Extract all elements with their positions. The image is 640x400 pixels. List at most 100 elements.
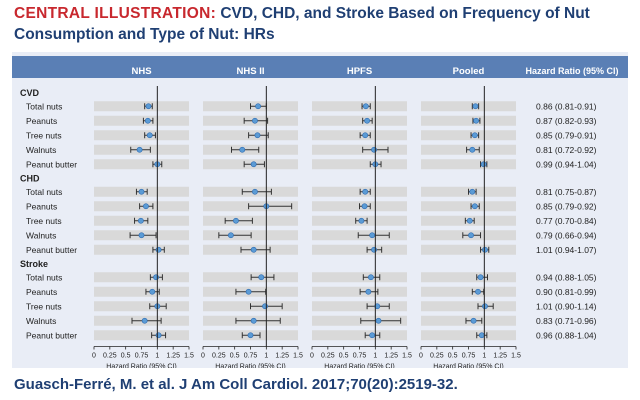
- row-band: [421, 272, 516, 283]
- hr-point: [149, 288, 156, 295]
- hr-value-text: 1.01 (0.90-1.14): [536, 301, 597, 311]
- page-title: CENTRAL ILLUSTRATION: CVD, CHD, and Stro…: [14, 5, 590, 23]
- row-band: [421, 286, 516, 297]
- hr-point: [475, 288, 481, 295]
- row-band: [94, 272, 189, 283]
- hr-value-text: 0.85 (0.79-0.92): [536, 201, 597, 211]
- hr-point: [146, 132, 153, 139]
- hr-value-text: 0.86 (0.81-0.91): [536, 101, 597, 111]
- x-tick-label: 0.75: [353, 353, 367, 360]
- row-band: [421, 201, 516, 212]
- hr-point: [471, 203, 478, 210]
- cohort-header-nhs-ii: NHS II: [237, 66, 265, 77]
- x-tick-label: 0.5: [339, 353, 349, 360]
- hr-point: [155, 332, 162, 339]
- row-label: Peanut butter: [26, 245, 77, 255]
- hr-point: [371, 246, 377, 253]
- hr-point: [478, 332, 485, 339]
- hr-point: [365, 288, 372, 295]
- row-label: Total nuts: [26, 101, 62, 111]
- row-label: Peanuts: [26, 116, 57, 126]
- row-band: [94, 244, 189, 255]
- x-tick-label: 1.5: [184, 353, 194, 360]
- hr-point: [145, 103, 152, 110]
- hr-point: [468, 232, 474, 239]
- hr-point: [252, 117, 258, 124]
- row-band: [312, 101, 407, 112]
- x-tick-label: 0.75: [462, 353, 476, 360]
- row-label: Peanut butter: [26, 330, 77, 340]
- hr-point: [143, 203, 149, 210]
- row-band: [421, 115, 516, 126]
- hr-point: [369, 232, 376, 239]
- row-band: [421, 301, 516, 312]
- hr-point: [371, 146, 377, 153]
- x-tick-label: 0.25: [321, 353, 335, 360]
- row-band: [94, 115, 189, 126]
- row-band: [421, 330, 516, 341]
- page-subtitle: Consumption and Type of Nut: HRs: [14, 26, 275, 43]
- hr-point: [470, 317, 477, 324]
- x-tick-label: 0.5: [448, 353, 458, 360]
- row-band: [94, 286, 189, 297]
- x-tick-label: 1: [482, 353, 486, 360]
- hr-point: [364, 117, 370, 124]
- hr-point: [262, 303, 268, 310]
- hr-value-text: 0.94 (0.88-1.05): [536, 272, 597, 282]
- row-band: [312, 186, 407, 197]
- hr-point: [137, 217, 144, 224]
- x-axis-title: Hazard Ratio (95% CI): [106, 364, 176, 369]
- x-tick-label: 0.25: [103, 353, 117, 360]
- row-band: [312, 330, 407, 341]
- x-axis-title: Hazard Ratio (95% CI): [215, 364, 285, 369]
- row-band: [312, 301, 407, 312]
- hr-point: [153, 274, 159, 281]
- cohort-header-nhs: NHS: [131, 66, 151, 77]
- row-band: [94, 101, 189, 112]
- hr-point: [482, 303, 488, 310]
- hr-value-text: 0.90 (0.81-0.99): [536, 287, 597, 297]
- row-band: [421, 244, 516, 255]
- hr-point: [362, 103, 369, 110]
- x-tick-label: 1: [373, 353, 377, 360]
- citation: Guasch-Ferré, M. et al. J Am Coll Cardio…: [14, 376, 458, 393]
- hr-point: [252, 188, 258, 195]
- header: CENTRAL ILLUSTRATION: CVD, CHD, and Stro…: [0, 0, 640, 52]
- x-tick-label: 0: [310, 353, 314, 360]
- x-axis-title: Hazard Ratio (95% CI): [324, 364, 394, 369]
- hr-point: [375, 317, 382, 324]
- x-tick-label: 1.5: [293, 353, 303, 360]
- x-tick-label: 1.25: [166, 353, 180, 360]
- x-tick-label: 1.5: [511, 353, 521, 360]
- row-label: Walnuts: [26, 145, 56, 155]
- row-label: Walnuts: [26, 230, 56, 240]
- hr-point: [250, 246, 257, 253]
- column-header-band: [12, 56, 628, 78]
- row-band: [421, 101, 516, 112]
- row-band: [421, 159, 516, 170]
- row-band: [312, 286, 407, 297]
- row-band: [312, 159, 407, 170]
- row-label: Walnuts: [26, 316, 56, 326]
- hr-point: [480, 161, 487, 168]
- x-tick-label: 0.5: [230, 353, 240, 360]
- hr-point: [258, 274, 265, 281]
- hr-point: [362, 132, 369, 139]
- hr-value-text: 0.79 (0.66-0.94): [536, 230, 597, 240]
- row-band: [312, 144, 407, 155]
- hr-point: [358, 217, 365, 224]
- x-tick-label: 1.25: [493, 353, 507, 360]
- x-tick-label: 1: [155, 353, 159, 360]
- row-band: [421, 130, 516, 141]
- hr-point: [138, 232, 145, 239]
- hr-point: [469, 146, 476, 153]
- hr-value-text: 0.99 (0.94-1.04): [536, 159, 597, 169]
- row-label: Tree nuts: [26, 130, 62, 140]
- row-band: [312, 244, 407, 255]
- x-axis-title: Hazard Ratio (95% CI): [433, 364, 503, 369]
- hr-value-text: 0.77 (0.70-0.84): [536, 216, 597, 226]
- x-tick-label: 1.25: [384, 353, 398, 360]
- hr-point: [144, 117, 151, 124]
- row-label: Peanuts: [26, 287, 57, 297]
- hr-value-text: 0.87 (0.82-0.93): [536, 116, 597, 126]
